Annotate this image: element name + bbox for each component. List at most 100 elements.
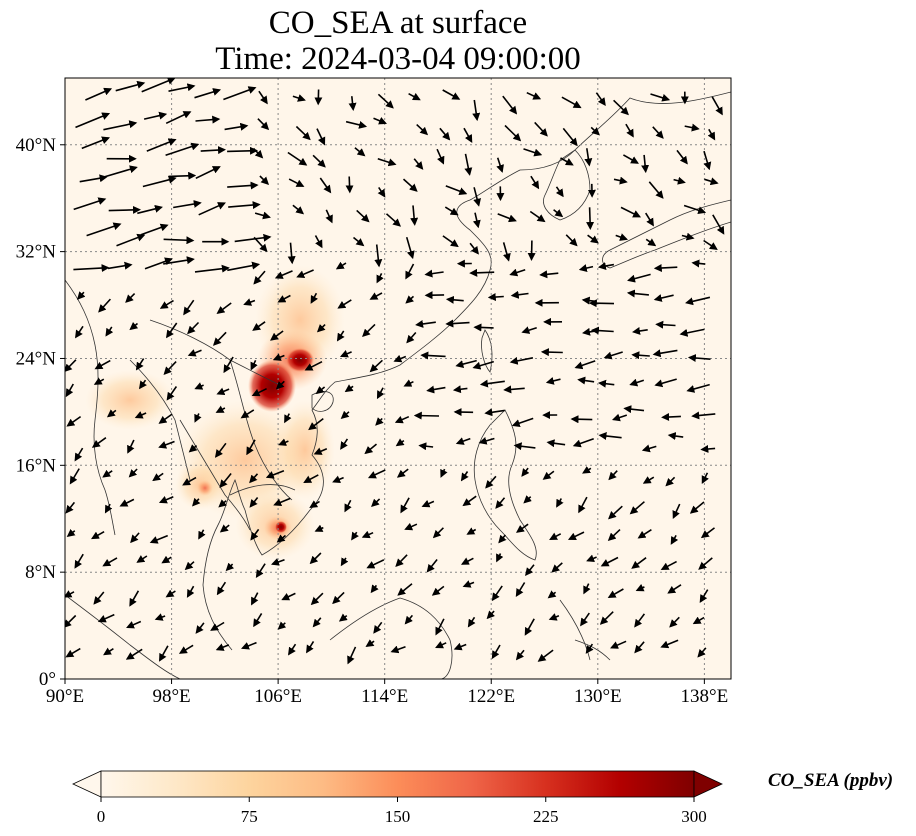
wind-arrow	[377, 93, 394, 109]
wind-arrow	[154, 613, 166, 621]
wind-arrow	[665, 476, 676, 487]
wind-arrow	[595, 92, 606, 107]
wind-arrow	[335, 261, 347, 270]
wind-arrow	[526, 91, 542, 100]
wind-arrow	[654, 378, 677, 388]
wind-arrow	[143, 111, 168, 120]
lon-tick-label: 106°E	[254, 686, 302, 707]
border-thailand	[179, 419, 251, 531]
wind-arrow	[562, 127, 578, 147]
wind-arrow	[502, 95, 518, 115]
map-time: Time: 2024-03-04 09:00:00	[215, 41, 581, 77]
coast-borneo	[329, 597, 453, 679]
wind-arrow	[503, 385, 525, 394]
wind-arrow	[623, 405, 645, 414]
coast-bay-of-bengal	[65, 279, 116, 536]
wind-arrow	[549, 532, 562, 540]
wind-arrow	[405, 236, 415, 260]
wind-arrow	[306, 640, 315, 654]
wind-arrow	[625, 123, 634, 138]
wind-arrow	[369, 359, 383, 373]
wind-arrow	[345, 176, 354, 194]
wind-arrow	[509, 268, 526, 277]
wind-arrow	[485, 475, 497, 489]
wind-arrow	[400, 497, 410, 514]
wind-arrow	[119, 498, 135, 507]
wind-arrow	[288, 643, 297, 656]
wind-arrow	[182, 476, 197, 486]
lon-tick-label: 90°E	[46, 686, 84, 707]
coast-korea	[543, 149, 591, 221]
wind-arrow	[79, 174, 108, 183]
wind-arrow	[241, 641, 257, 650]
wind-arrow	[582, 466, 592, 474]
wind-arrow	[529, 210, 546, 223]
wind-arrow	[440, 468, 448, 478]
wind-arrow	[144, 257, 173, 270]
wind-arrow	[634, 641, 645, 654]
wind-arrow	[362, 323, 376, 338]
wind-arrow	[472, 212, 481, 229]
wind-arrow	[304, 360, 323, 371]
wind-arrow	[373, 117, 387, 125]
wind-arrow	[473, 323, 494, 332]
lat-tick-label: 32°N	[16, 242, 57, 263]
wind-arrow	[65, 501, 76, 514]
wind-arrow	[105, 326, 114, 337]
colorbar-tick-label: 300	[681, 807, 707, 826]
wind-arrow	[645, 212, 654, 227]
wind-arrow	[225, 562, 235, 572]
wind-arrow	[214, 442, 227, 458]
colorbar-gradient	[100, 770, 695, 798]
wind-arrow	[660, 560, 677, 570]
wind-arrow	[660, 639, 679, 649]
lat-tick-label: 16°N	[16, 455, 57, 476]
wind-arrow	[453, 642, 467, 651]
wind-arrow	[578, 496, 588, 514]
wind-arrow	[106, 409, 117, 418]
wind-arrow	[316, 128, 326, 146]
wind-arrow	[192, 497, 201, 507]
wind-arrow	[416, 124, 429, 136]
wind-arrow	[600, 556, 619, 567]
wind-arrow	[194, 413, 202, 423]
wind-arrow	[588, 299, 615, 308]
wind-arrow	[395, 438, 405, 447]
wind-arrow	[484, 408, 505, 417]
wind-arrow	[445, 185, 468, 195]
wind-arrow	[692, 616, 705, 625]
wind-arrow	[240, 409, 255, 419]
wind-arrow	[130, 532, 140, 544]
wind-arrow	[295, 125, 311, 141]
wind-arrow	[540, 348, 563, 357]
wind-arrow	[608, 505, 623, 520]
wind-arrow	[65, 647, 81, 658]
wind-arrow	[524, 618, 535, 636]
coast-sumatra	[65, 594, 181, 679]
wind-arrow	[194, 264, 230, 273]
wind-arrow	[366, 559, 385, 569]
wind-arrow	[700, 527, 715, 539]
wind-arrow	[580, 612, 590, 627]
wind-arrow	[338, 613, 348, 622]
wind-arrow	[365, 639, 375, 647]
wind-arrow	[275, 380, 285, 390]
coast-taiwan	[481, 329, 493, 373]
coast-japan	[602, 199, 731, 269]
wind-arrow	[565, 234, 578, 247]
plume-hot-hanoi	[248, 360, 296, 412]
wind-arrow	[65, 614, 77, 628]
wind-arrow	[655, 320, 676, 329]
wind-arrow	[415, 319, 436, 328]
wind-arrow	[250, 359, 258, 371]
wind-arrow	[107, 261, 133, 270]
wind-arrow	[126, 620, 142, 629]
wind-arrow	[642, 476, 655, 484]
wind-arrow	[439, 127, 451, 141]
wind-arrow	[586, 554, 597, 563]
wind-arrow	[455, 359, 477, 368]
wind-arrow	[356, 209, 370, 223]
wind-arrow	[679, 328, 705, 337]
colorbar-ticks: 0 75 150 225 300	[97, 797, 707, 826]
wind-arrow	[73, 264, 110, 273]
